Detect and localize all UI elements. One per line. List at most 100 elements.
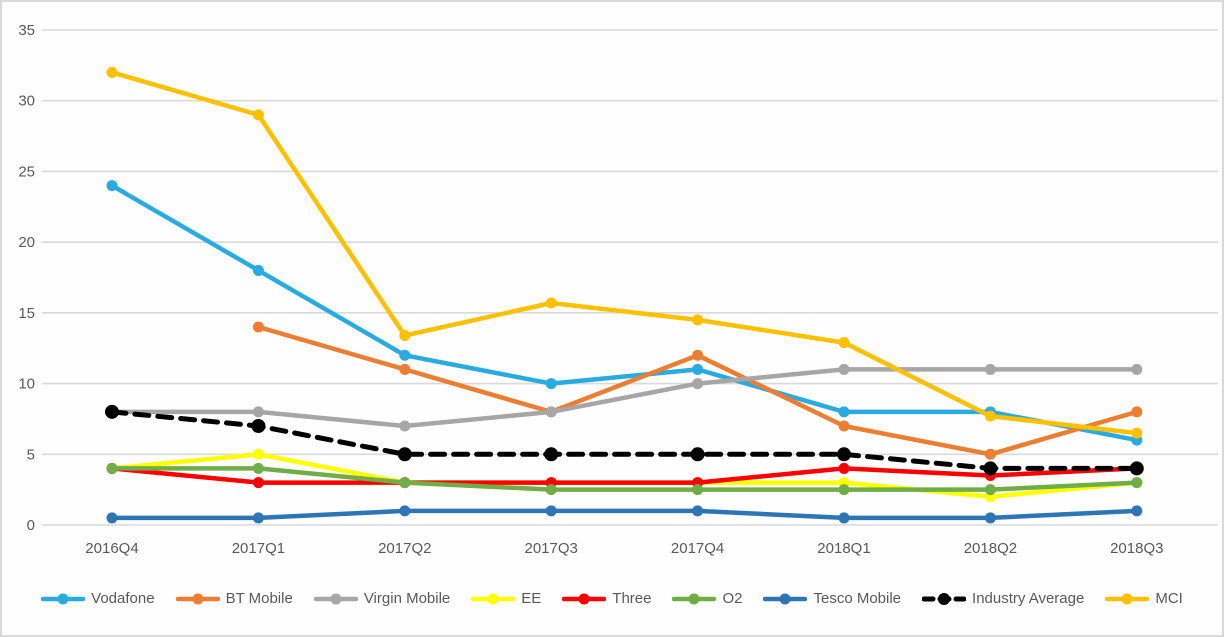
data-point-marker [984, 410, 996, 422]
data-point-marker [106, 512, 118, 524]
data-point-marker [838, 420, 850, 432]
data-point-marker [837, 447, 851, 462]
legend-marker-three [562, 593, 607, 604]
data-point-marker [106, 180, 118, 192]
y-tick-label: 15 [18, 305, 35, 322]
legend-marker-o2 [672, 593, 717, 604]
legend-item-tesco-mobile: Tesco Mobile [763, 590, 901, 607]
legend-label: MCI [1155, 590, 1183, 607]
data-point-marker [544, 447, 559, 462]
data-point-marker [399, 329, 411, 341]
data-point-marker [692, 363, 704, 375]
legend-label: BT Mobile [225, 590, 293, 607]
data-point-marker [983, 461, 998, 476]
data-point-marker [545, 505, 557, 517]
data-point-marker [106, 66, 118, 78]
y-tick-label: 35 [18, 22, 35, 39]
data-point-marker [399, 363, 411, 375]
x-tick-label: 2018Q1 [817, 540, 870, 557]
legend-item-mci: MCI [1105, 590, 1183, 607]
series-o2 [106, 462, 1143, 496]
legend-item-ee: EE [471, 590, 541, 607]
data-point-marker [1131, 406, 1143, 418]
data-point-marker [545, 406, 557, 418]
data-point-marker [545, 297, 557, 309]
x-axis-tick-labels: 2016Q4 2017Q1 2017Q2 2017Q3 2017Q4 2018Q1 2018… [85, 540, 1163, 557]
data-point-marker [105, 404, 119, 419]
y-tick-label: 5 [27, 446, 35, 463]
data-point-marker [545, 484, 557, 496]
data-point-marker [252, 462, 264, 474]
data-point-marker [1131, 505, 1143, 517]
data-point-marker [252, 477, 264, 489]
legend-label: EE [521, 590, 542, 607]
data-point-marker [397, 447, 412, 462]
data-point-marker [251, 419, 266, 433]
series-line [109, 409, 1140, 471]
series-line [109, 367, 1140, 429]
series-line [109, 508, 1140, 521]
y-tick-label: 30 [18, 93, 35, 110]
data-point-marker [692, 505, 704, 517]
data-point-marker [838, 337, 850, 349]
legend-label: Vodafone [91, 590, 155, 607]
data-point-marker [399, 420, 411, 432]
data-point-marker [692, 349, 704, 361]
x-tick-label: 2017Q4 [671, 540, 724, 557]
data-point-marker [838, 363, 850, 375]
series-line [109, 183, 1140, 443]
data-point-marker [838, 406, 850, 418]
data-point-marker [106, 462, 118, 474]
data-point-marker [1131, 363, 1143, 375]
data-point-marker [690, 447, 705, 462]
data-point-marker [252, 321, 264, 333]
series-line [109, 466, 1140, 492]
legend-item-bt-mobile: BT Mobile [175, 590, 293, 607]
legend-item-o2: O2 [672, 590, 742, 607]
x-tick-label: 2018Q3 [1110, 540, 1163, 557]
data-point-marker [838, 462, 850, 474]
legend-marker-ee [471, 593, 516, 604]
series-tesco-mobile [106, 505, 1143, 524]
data-point-marker [1129, 461, 1144, 476]
data-point-marker [252, 512, 264, 524]
legend-marker-industry-average [922, 592, 967, 605]
data-point-marker [1131, 427, 1143, 439]
x-tick-label: 2017Q3 [525, 540, 578, 557]
legend-label: Tesco Mobile [813, 590, 902, 607]
legend-item-virgin-mobile: Virgin Mobile [313, 590, 450, 607]
legend-marker-bt-mobile [175, 593, 220, 604]
data-point-marker [252, 264, 264, 276]
legend-label: Three [612, 590, 652, 607]
x-tick-label: 2016Q4 [85, 540, 138, 557]
x-tick-label: 2017Q2 [378, 540, 431, 557]
x-tick-label: 2017Q1 [232, 540, 285, 557]
data-point-marker [252, 448, 264, 460]
data-point-marker [984, 484, 996, 496]
legend-item-vodafone: Vodafone [41, 590, 155, 607]
data-point-marker [252, 109, 264, 121]
series-industry-average [105, 404, 1144, 476]
legend-label: O2 [722, 590, 743, 607]
legend-item-industry-average: Industry Average [922, 590, 1084, 607]
data-point-marker [692, 484, 704, 496]
legend-marker-tesco-mobile [763, 593, 808, 604]
series-vodafone [106, 180, 1143, 446]
legend-marker-vodafone [41, 593, 86, 604]
data-point-marker [399, 505, 411, 517]
y-tick-label: 10 [18, 376, 35, 393]
y-tick-label: 20 [18, 234, 35, 251]
data-point-marker [984, 512, 996, 524]
legend-marker-mci [1105, 593, 1150, 604]
data-point-marker [838, 484, 850, 496]
y-tick-label: 25 [18, 163, 35, 180]
series-line [109, 70, 1140, 436]
legend-marker-virgin-mobile [313, 593, 358, 604]
series-bt-mobile [252, 321, 1143, 460]
series-line [109, 466, 1140, 485]
data-point-marker [984, 363, 996, 375]
series-virgin-mobile [106, 363, 1143, 432]
x-tick-label: 2018Q2 [964, 540, 1017, 557]
